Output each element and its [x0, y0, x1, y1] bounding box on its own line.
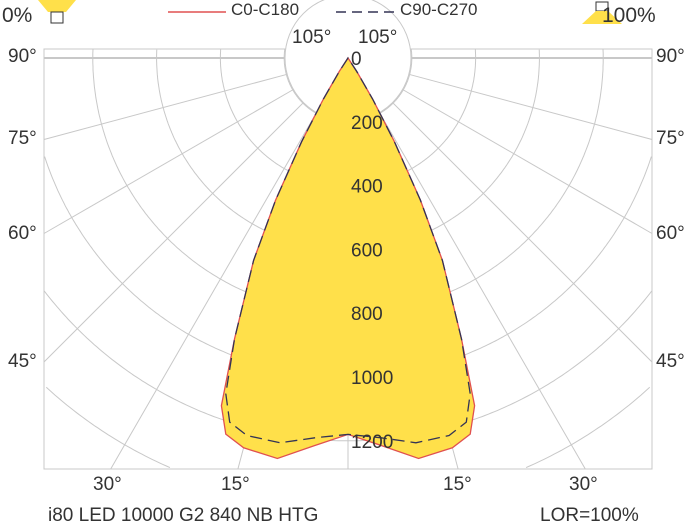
- angle-label: 60°: [8, 223, 37, 244]
- angle-label-105-left: 105°: [292, 27, 332, 48]
- angle-label: 15°: [443, 474, 472, 495]
- radial-tick-label: 800: [351, 304, 383, 325]
- grid-radial-line: [408, 73, 653, 140]
- lamp-downlight-icon: [38, 0, 76, 24]
- product-name: i80 LED 10000 G2 840 NB HTG: [48, 505, 319, 526]
- lamp-beam: [582, 11, 622, 24]
- radial-tick-label: 200: [351, 113, 383, 134]
- lamp-body: [50, 11, 64, 24]
- grid-circle: [45, 386, 651, 469]
- angle-label: 75°: [656, 128, 685, 149]
- angle-label: 30°: [569, 474, 598, 495]
- grid-radial-line: [43, 102, 304, 363]
- grid-radial-line: [43, 89, 294, 234]
- grid-radial-line: [402, 89, 653, 234]
- angle-label: 45°: [656, 351, 685, 372]
- angle-label: 45°: [8, 351, 37, 372]
- angle-label: 60°: [656, 223, 685, 244]
- radial-tick-label: 1200: [351, 432, 393, 453]
- grid-radial-line: [43, 73, 288, 140]
- grid-radial-line: [392, 102, 653, 363]
- radial-tick-label: 400: [351, 177, 383, 198]
- radial-tick-label: 600: [351, 240, 383, 261]
- left-percent: 0%: [2, 4, 33, 27]
- angle-label: 90°: [656, 46, 685, 67]
- grid-radial-line: [110, 112, 317, 470]
- radial-tick-label: 0: [351, 49, 362, 70]
- lamp-uplight-icon: [582, 1, 622, 24]
- legend-c0: C0-C180: [231, 0, 300, 19]
- angle-label-105-right: 105°: [358, 27, 398, 48]
- angle-label: 15°: [221, 474, 250, 495]
- angle-label: 75°: [8, 128, 37, 149]
- legend-c90: C90-C270: [400, 0, 478, 19]
- angle-label: 90°: [8, 46, 37, 67]
- right-percent: 100%: [602, 4, 656, 27]
- series-c90-c270-curve: [225, 56, 471, 444]
- lor-value: LOR=100%: [540, 505, 639, 526]
- angle-label: 30°: [93, 474, 122, 495]
- grid-radial-line: [379, 112, 586, 470]
- radial-tick-label: 1000: [351, 368, 393, 389]
- lamp-beam: [38, 0, 76, 12]
